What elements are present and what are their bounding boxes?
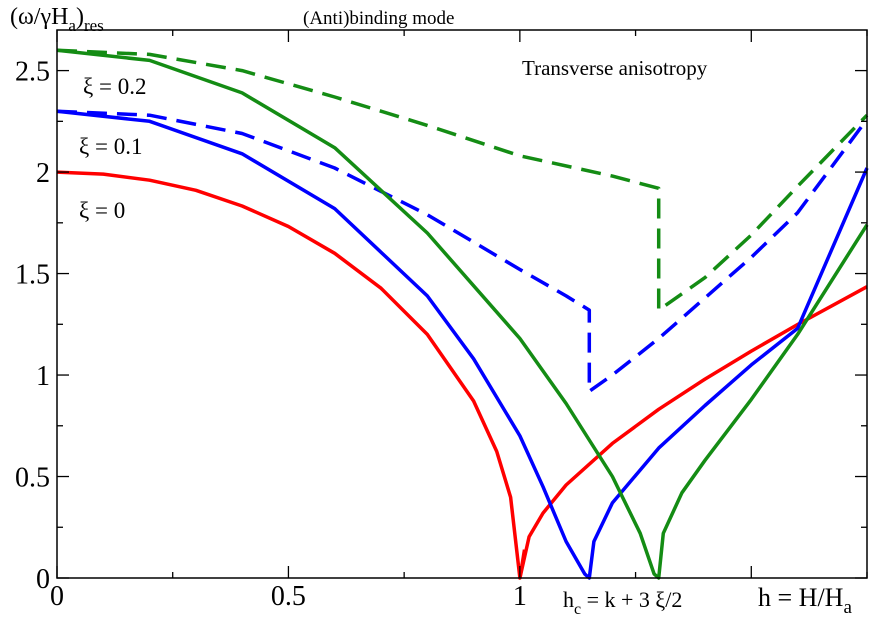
series-line-1 <box>518 549 527 579</box>
series-line-5 <box>56 48 869 312</box>
x-tick-label: 0.5 <box>271 581 306 612</box>
series-line-4 <box>56 48 869 580</box>
x-tick-label: 0 <box>50 581 64 612</box>
series-label-xi-0.2: ξ = 0.2 <box>83 74 146 99</box>
series-line-0 <box>56 170 868 580</box>
series-line-2 <box>56 109 869 580</box>
y-tick-label: 2 <box>36 158 50 189</box>
y-tick-label: 1 <box>36 361 50 392</box>
y-tick-label: 2.5 <box>15 57 50 88</box>
hc-annotation: hc = k + 3 ξ/2 <box>563 587 682 618</box>
plot-frame <box>56 29 868 579</box>
model-annotation: Transverse anisotropy <box>522 56 708 80</box>
plot-layer <box>56 48 869 580</box>
ticks-layer: 0 0.5 1 0 0.5 1 1.5 2 2.5 <box>15 30 868 612</box>
y-tick-label: 0 <box>36 564 50 595</box>
series-line-3 <box>56 109 869 394</box>
y-tick-label: 0.5 <box>15 463 50 494</box>
x-axis-label: h = H/Ha <box>758 583 852 618</box>
y-tick-label: 1.5 <box>15 260 50 291</box>
x-tick-label: 1 <box>513 581 527 612</box>
chart-title: (Anti)binding mode <box>303 8 454 29</box>
series-label-xi-0: ξ = 0 <box>79 198 125 223</box>
series-label-xi-0.1: ξ = 0.1 <box>79 134 142 159</box>
y-axis-label: (ω/γHa)res <box>10 4 104 35</box>
